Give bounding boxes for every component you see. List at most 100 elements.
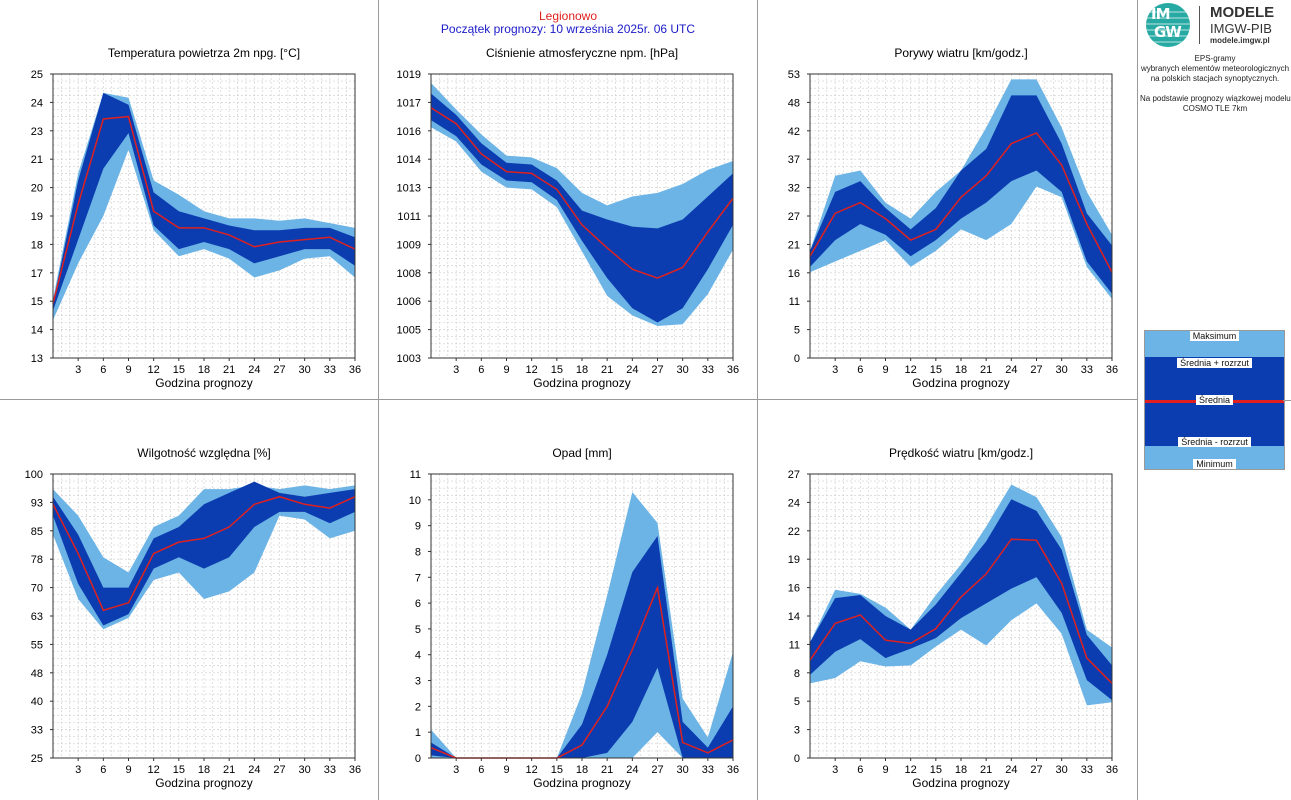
x-tick-label: 15 — [173, 364, 185, 376]
station-name: Legionowo — [538, 9, 598, 23]
y-tick-label: 13 — [31, 353, 43, 365]
y-tick-label: 40 — [31, 696, 43, 708]
y-tick-label: 3 — [415, 676, 421, 688]
x-tick-label: 18 — [198, 764, 210, 776]
x-tick-label: 6 — [857, 764, 863, 776]
outer-band — [53, 92, 355, 321]
x-axis-label: Godzina prognozy — [912, 376, 1009, 390]
chart-title: Prędkość wiatru [km/godz.] — [889, 446, 1033, 460]
x-tick-label: 3 — [832, 764, 838, 776]
y-tick-label: 33 — [31, 725, 43, 737]
x-tick-label: 27 — [651, 364, 663, 376]
y-tick-label: 11 — [410, 469, 421, 481]
y-tick-label: 37 — [788, 154, 800, 166]
x-tick-label: 15 — [930, 364, 942, 376]
x-tick-label: 3 — [832, 364, 838, 376]
x-tick-label: 12 — [148, 764, 160, 776]
x-tick-label: 21 — [223, 764, 235, 776]
inner-band — [810, 95, 1112, 294]
imgw-logo-mark: IM GW — [1146, 3, 1190, 47]
x-tick-label: 9 — [503, 364, 509, 376]
logo-site-link[interactable]: modele.imgw.pl — [1210, 36, 1270, 45]
x-tick-label: 30 — [299, 764, 311, 776]
x-tick-label: 36 — [727, 364, 739, 376]
y-tick-label: 8 — [415, 546, 421, 558]
x-tick-label: 3 — [453, 764, 459, 776]
x-tick-label: 33 — [1081, 364, 1093, 376]
y-tick-label: 19 — [788, 554, 800, 566]
x-tick-label: 24 — [1005, 764, 1017, 776]
legend-label-max: Maksimum — [1189, 331, 1240, 341]
y-tick-label: 14 — [31, 325, 43, 337]
inner-band — [810, 499, 1112, 701]
y-tick-label: 21 — [788, 239, 800, 251]
y-tick-label: 24 — [788, 497, 800, 509]
chart-panel-1: Temperatura powietrza 2m npg. [°C]3 6 9 12 1… — [31, 46, 361, 390]
legend-label-mean-minus: Średnia - rozrzut — [1178, 437, 1251, 447]
side-description: EPS-gramy wybranych elementów meteorolog… — [1140, 54, 1291, 114]
x-axis-label: Godzina prognozy — [155, 776, 252, 790]
x-tick-label: 24 — [626, 364, 638, 376]
logo-title: MODELE — [1210, 4, 1275, 21]
x-tick-label: 21 — [601, 364, 613, 376]
y-tick-label: 5 — [415, 624, 421, 636]
desc-line: EPS-gramy — [1194, 54, 1236, 63]
y-tick-label: 42 — [788, 126, 800, 138]
inner-band — [53, 481, 355, 626]
y-tick-label: 24 — [31, 97, 43, 109]
mean-line — [430, 107, 734, 279]
y-tick-label: 11 — [789, 639, 800, 651]
y-tick-label: 1013 — [397, 183, 421, 195]
x-tick-label: 21 — [601, 764, 613, 776]
divider-tick — [1283, 400, 1291, 401]
logo-mark-top: IM — [1151, 5, 1170, 23]
x-tick-label: 30 — [1056, 364, 1068, 376]
logo-divider — [1199, 6, 1200, 44]
x-axis-label: Godzina prognozy — [912, 776, 1009, 790]
forecast-start: Początek prognozy: 10 września 2025r. 06… — [440, 22, 696, 36]
y-tick-label: 53 — [788, 69, 800, 81]
desc-line — [1140, 84, 1290, 94]
x-tick-label: 6 — [478, 764, 484, 776]
inner-band — [53, 92, 355, 311]
y-tick-label: 1003 — [397, 353, 421, 365]
y-tick-label: 7 — [415, 572, 421, 584]
chart-title: Wilgotność względna [%] — [137, 446, 270, 460]
chart-panel-4: Wilgotność względna [%]3 6 9 12 15 18 21 24 27 30… — [25, 446, 361, 790]
chart-title: Ciśnienie atmosferyczne npm. [hPa] — [486, 46, 678, 60]
imgw-logo: IM GW MODELE IMGW-PIB modele.imgw.pl — [1144, 2, 1288, 50]
x-tick-label: 21 — [980, 364, 992, 376]
legend-band-min — [1145, 446, 1284, 469]
x-tick-label: 24 — [626, 764, 638, 776]
y-tick-label: 6 — [415, 598, 421, 610]
x-tick-label: 15 — [551, 764, 563, 776]
desc-line: COSMO TLE 7km — [1182, 104, 1248, 113]
y-tick-label: 16 — [788, 583, 800, 595]
y-tick-label: 1006 — [397, 296, 421, 308]
x-tick-label: 9 — [503, 764, 509, 776]
x-tick-label: 18 — [576, 764, 588, 776]
logo-subtitle: IMGW-PIB — [1210, 21, 1272, 36]
x-tick-label: 27 — [1030, 764, 1042, 776]
x-tick-label: 36 — [349, 764, 361, 776]
y-tick-label: 0 — [415, 753, 421, 765]
y-tick-label: 1017 — [397, 97, 421, 109]
y-tick-label: 11 — [789, 296, 800, 308]
x-tick-label: 27 — [273, 364, 285, 376]
x-tick-label: 15 — [173, 764, 185, 776]
y-tick-label: 16 — [788, 268, 800, 280]
x-tick-label: 3 — [75, 764, 81, 776]
y-tick-label: 15 — [31, 296, 43, 308]
y-tick-label: 63 — [31, 611, 43, 623]
y-tick-label: 32 — [788, 183, 800, 195]
y-tick-label: 14 — [788, 611, 800, 623]
y-tick-label: 1019 — [397, 69, 421, 81]
y-tick-label: 9 — [415, 521, 421, 533]
x-tick-label: 33 — [702, 764, 714, 776]
x-tick-label: 3 — [453, 364, 459, 376]
chart-title: Temperatura powietrza 2m npg. [°C] — [108, 46, 300, 60]
y-tick-label: 17 — [31, 268, 43, 280]
chart-panel-6: Prędkość wiatru [km/godz.]3 6 9 12 15 18 21 24 2… — [788, 446, 1118, 790]
y-tick-label: 27 — [788, 469, 800, 481]
y-tick-label: 100 — [25, 469, 43, 481]
